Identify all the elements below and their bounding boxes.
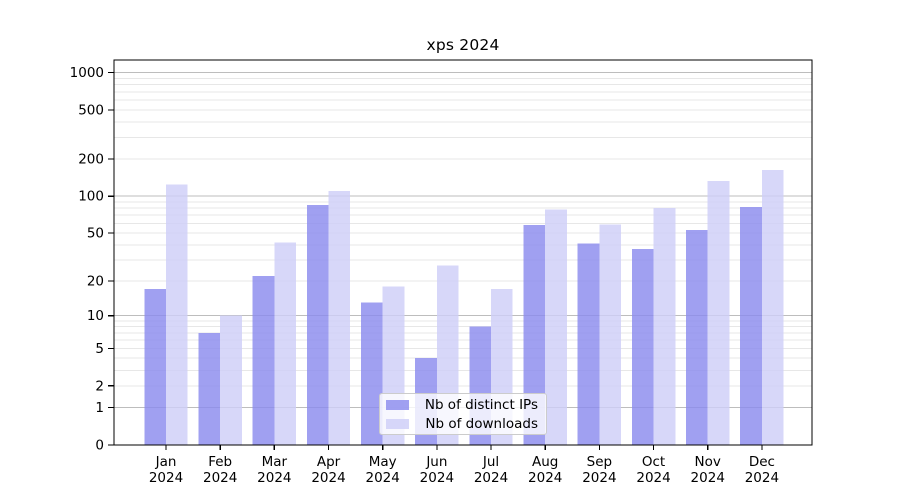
- y-tick-label: 5: [95, 341, 104, 357]
- bar-downloads-feb: [220, 315, 242, 445]
- x-tick-label-month: Apr: [317, 454, 341, 470]
- bar-downloads-aug: [545, 209, 567, 445]
- chart-title: xps 2024: [426, 36, 500, 54]
- x-tick-label-year: 2024: [582, 470, 616, 486]
- bar-distinct-ips-feb: [198, 332, 221, 445]
- x-tick-label-month: Jul: [482, 454, 499, 470]
- x-tick-label-month: Sep: [587, 454, 612, 470]
- y-tick-label: 200: [78, 152, 104, 168]
- legend-row-distinct-ips: Nb of distinct IPs: [386, 397, 538, 413]
- x-tick-label-month: May: [369, 454, 397, 470]
- x-tick-label-year: 2024: [528, 470, 562, 486]
- bar-distinct-ips-jan: [144, 289, 166, 445]
- y-tick-label: 500: [78, 102, 104, 118]
- bar-downloads-mar: [274, 242, 297, 445]
- bar-distinct-ips-may: [360, 302, 383, 445]
- y-tick-label: 1000: [70, 65, 104, 81]
- plot-frame: [113, 59, 813, 446]
- legend-row-downloads: Nb of downloads: [386, 416, 538, 432]
- x-tick-label-year: 2024: [474, 470, 508, 486]
- y-tick-label: 20: [87, 273, 104, 289]
- x-tick-label-month: Mar: [262, 454, 288, 470]
- x-tick-label-month: Feb: [208, 454, 232, 470]
- bar-distinct-ips-aug: [523, 225, 546, 445]
- x-tick-label-year: 2024: [257, 470, 291, 486]
- x-tick-label-year: 2024: [420, 470, 454, 486]
- bar-distinct-ips-dec: [740, 206, 762, 445]
- x-tick-label-year: 2024: [366, 470, 400, 486]
- x-tick-label-month: Dec: [749, 454, 775, 470]
- x-tick-label-year: 2024: [691, 470, 725, 486]
- bar-downloads-jan: [166, 184, 188, 446]
- bar-distinct-ips-sep: [577, 243, 600, 445]
- bar-downloads-oct: [653, 208, 676, 445]
- x-tick-label-month: Nov: [695, 454, 721, 470]
- bar-distinct-ips-nov: [686, 229, 708, 445]
- x-tick-label-month: Aug: [532, 454, 558, 470]
- y-tick-label: 2: [95, 378, 104, 394]
- y-tick-label: 100: [78, 189, 104, 205]
- legend-swatch-distinct-ips: [386, 399, 409, 410]
- legend-label-distinct-ips: Nb of distinct IPs: [424, 396, 538, 413]
- x-tick-label-year: 2024: [149, 470, 183, 486]
- x-tick-label-year: 2024: [636, 470, 670, 486]
- x-tick-label-year: 2024: [203, 470, 237, 486]
- bar-distinct-ips-apr: [306, 204, 329, 445]
- x-tick-label-month: Oct: [642, 454, 665, 470]
- bar-downloads-nov: [707, 180, 730, 445]
- bar-downloads-apr: [328, 191, 351, 445]
- y-tick-label: 50: [87, 226, 104, 242]
- bar-distinct-ips-mar: [252, 275, 275, 445]
- y-tick-label: 1: [95, 400, 104, 416]
- x-tick-label-month: Jun: [425, 454, 447, 470]
- bar-distinct-ips-oct: [631, 248, 654, 445]
- legend-label-downloads: Nb of downloads: [425, 415, 538, 432]
- y-tick-label: 0: [95, 438, 104, 454]
- bar-downloads-sep: [599, 224, 622, 445]
- x-tick-label-month: Jan: [155, 454, 177, 470]
- legend-swatch-downloads: [386, 418, 409, 429]
- bar-downloads-dec: [761, 170, 784, 445]
- y-tick-label: 10: [87, 308, 104, 324]
- legend: Nb of distinct IPs Nb of downloads: [379, 393, 547, 435]
- x-tick-label-year: 2024: [745, 470, 779, 486]
- x-tick-label-year: 2024: [311, 470, 345, 486]
